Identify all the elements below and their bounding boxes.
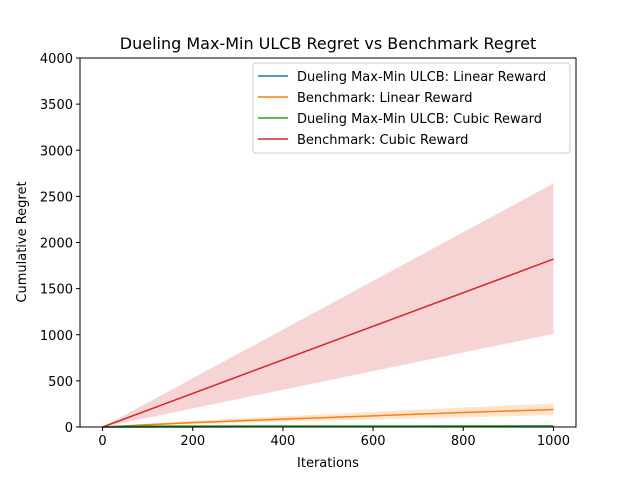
y-axis: 0 500 1000 1500 2000 2500 3000 3500 4000: [40, 52, 80, 436]
x-tick-label: 600: [361, 434, 386, 449]
y-tick-label: 4000: [40, 52, 73, 67]
y-tick-label: 0: [65, 421, 73, 436]
y-tick-label: 3500: [40, 98, 73, 113]
legend-label-4: Benchmark: Cubic Reward: [297, 133, 468, 148]
y-tick-label: 3000: [40, 144, 73, 159]
y-tick-label: 2500: [40, 190, 73, 205]
x-tick-label: 800: [451, 434, 476, 449]
y-axis-label: Cumulative Regret: [15, 181, 30, 302]
legend-label-2: Benchmark: Linear Reward: [297, 91, 473, 106]
chart-title: Dueling Max-Min ULCB Regret vs Benchmark…: [120, 34, 536, 53]
x-tick-label: 1000: [537, 434, 570, 449]
y-tick-label: 1000: [40, 329, 73, 344]
y-tick-label: 2000: [40, 237, 73, 252]
legend-label-1: Dueling Max-Min ULCB: Linear Reward: [297, 70, 546, 85]
x-axis: 0 200 400 600 800 1000: [98, 427, 570, 449]
line-series-4: [102, 258, 554, 428]
x-axis-label: Iterations: [297, 456, 359, 471]
legend-label-3: Dueling Max-Min ULCB: Cubic Reward: [297, 112, 542, 127]
x-tick-label: 0: [98, 434, 106, 449]
legend-box: [252, 62, 571, 154]
line-series-2: [102, 408, 554, 428]
x-tick-label: 200: [180, 434, 205, 449]
band-series-4: [102, 183, 554, 427]
y-tick-label: 1500: [40, 283, 73, 298]
x-tick-label: 400: [270, 434, 295, 449]
y-tick-label: 500: [48, 375, 73, 390]
legend: Dueling Max-Min ULCB: Linear Reward Bench…: [252, 62, 571, 154]
